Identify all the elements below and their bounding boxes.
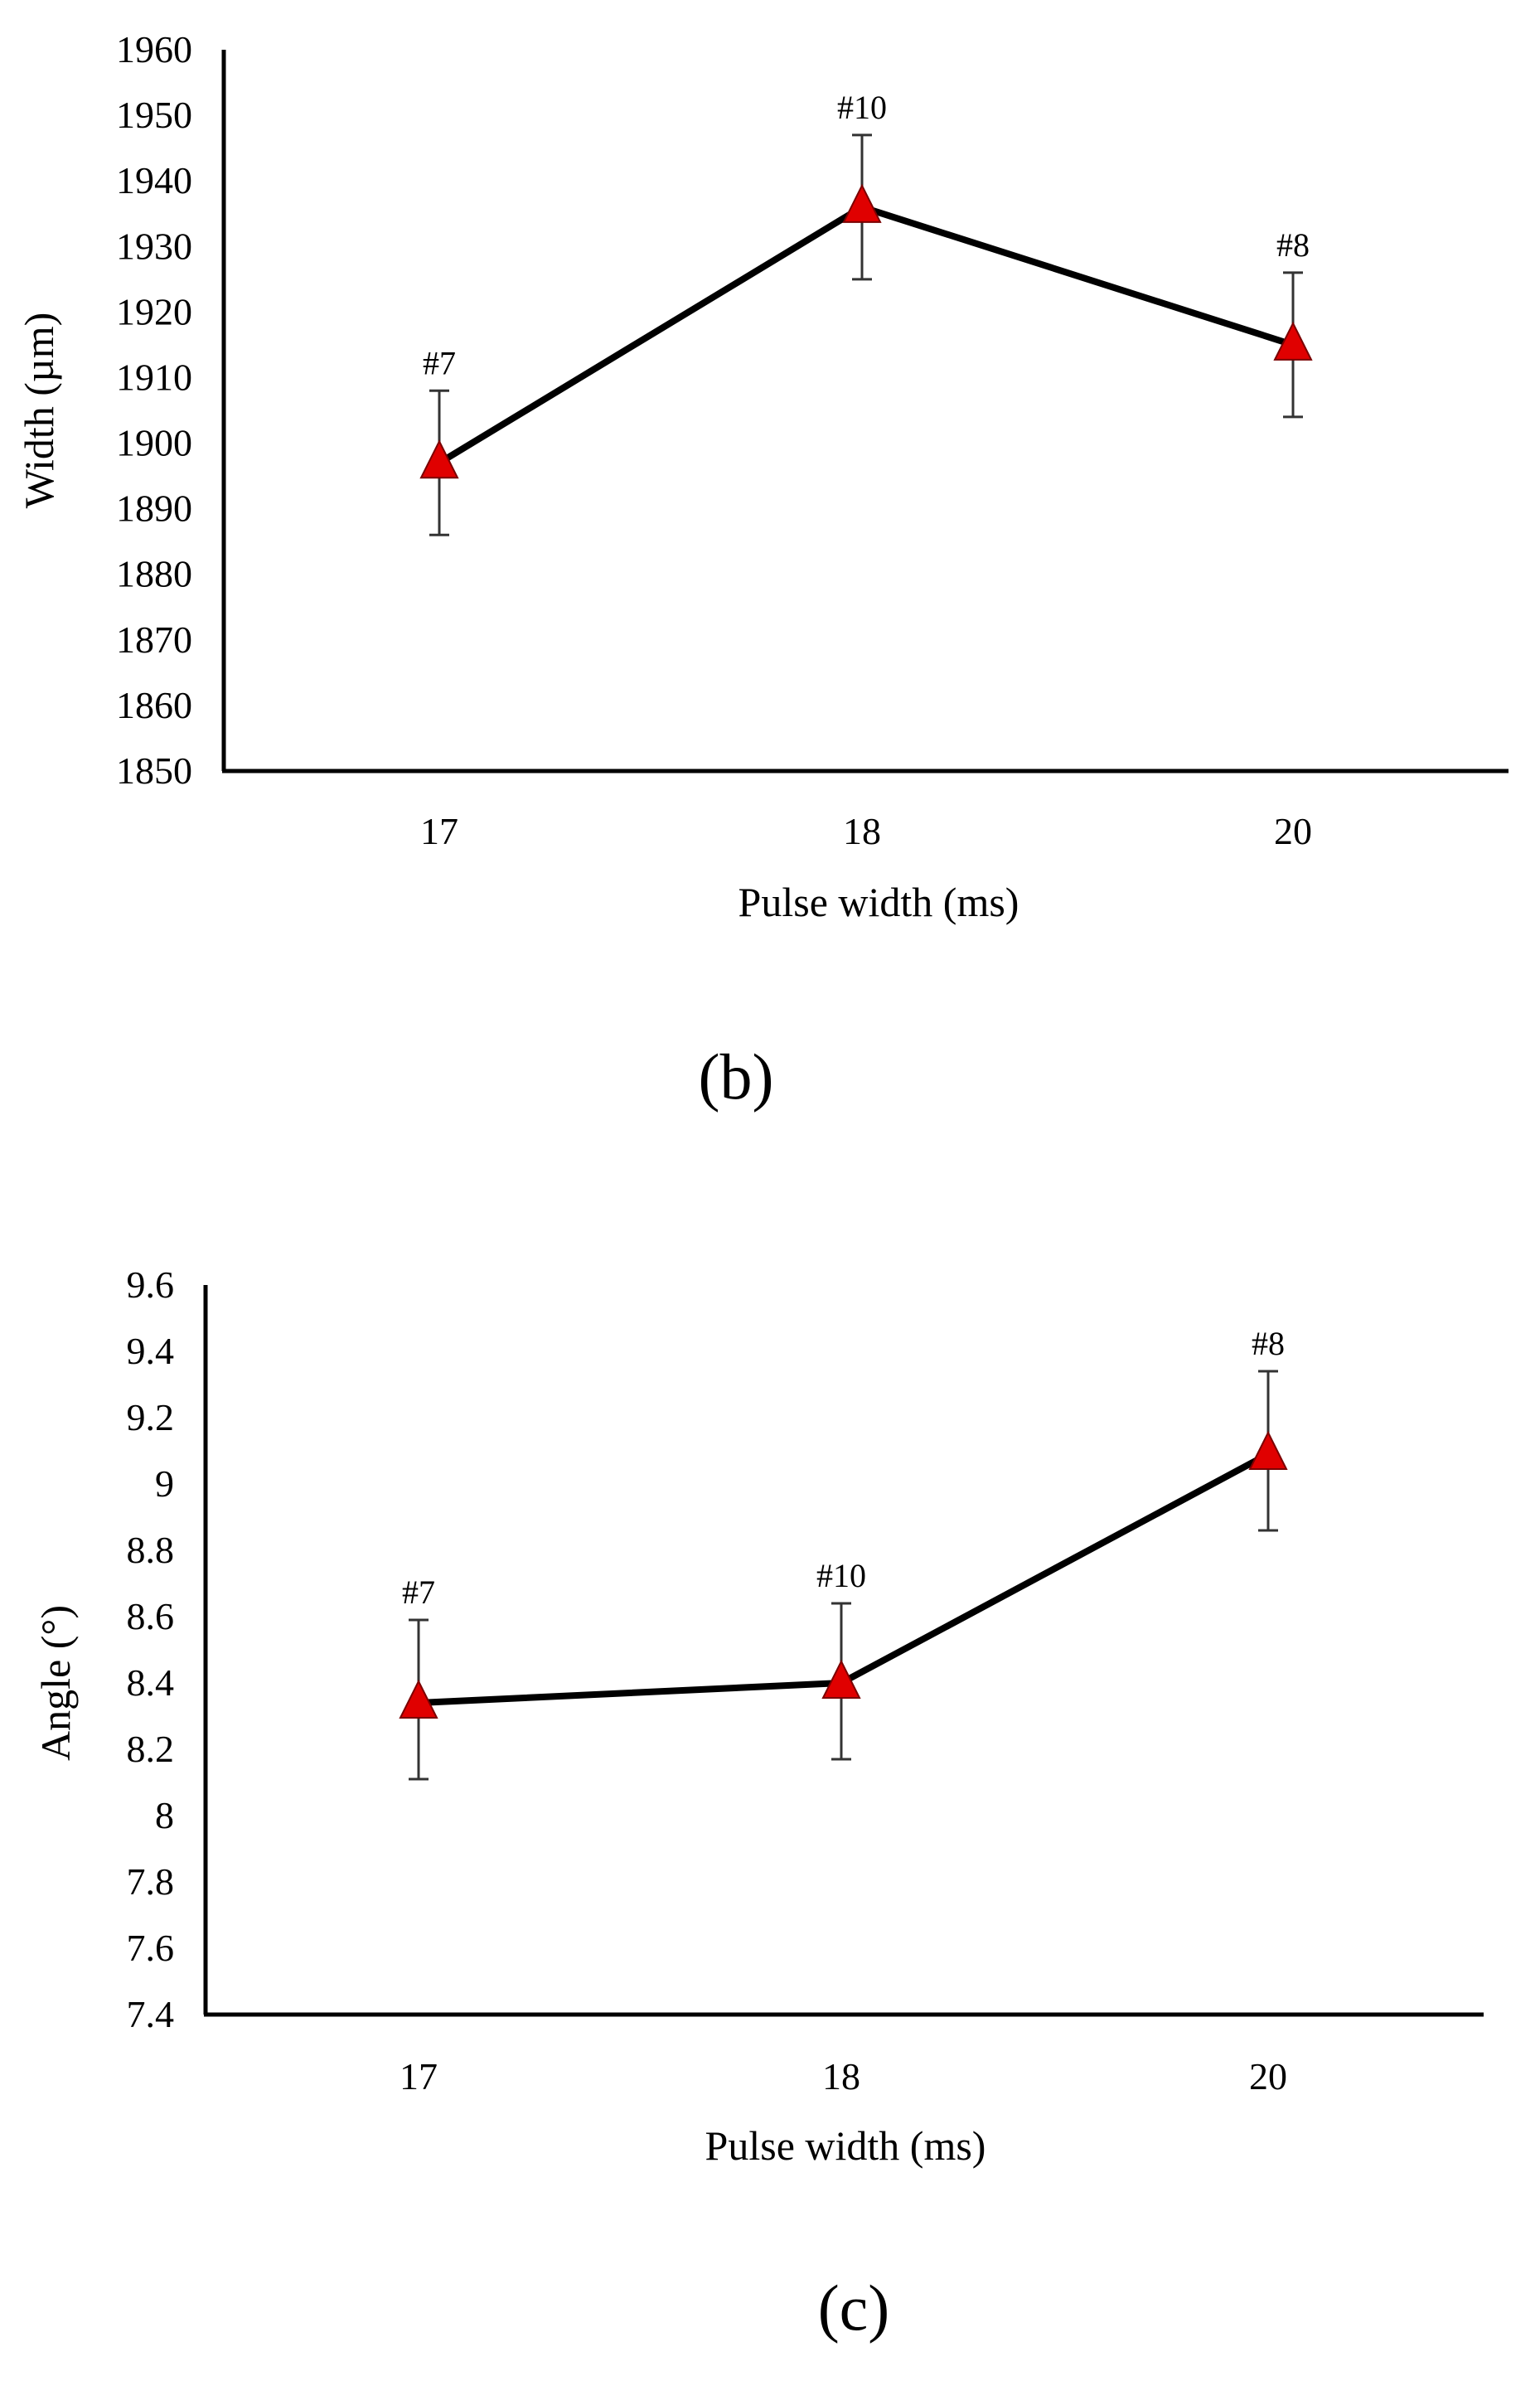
y-tick-label: 9 [155,1462,174,1505]
data-point-label: #7 [402,1574,435,1611]
y-tick-label: 1950 [116,94,192,136]
y-tick-label: 1850 [116,749,192,792]
y-tick-label: 8.2 [127,1728,175,1770]
y-tick-label: 1910 [116,356,192,398]
y-tick-label: 7.8 [127,1860,175,1903]
chart-c-point-labels: #7 #10 #8 [402,1325,1285,1611]
chart-b-y-tick-labels: 1850 1860 1870 1880 1890 1900 1910 1920 1930 1940… [116,28,192,792]
y-tick-label: 1960 [116,28,192,70]
y-tick-label: 1860 [116,684,192,726]
data-point-label: #10 [837,89,887,126]
data-point-label: #8 [1276,226,1310,264]
panel-label-b: (b) [699,1040,774,1113]
y-tick-label: 1930 [116,225,192,267]
y-tick-label: 9.2 [127,1396,175,1438]
chart-c-x-axis-title: Pulse width (ms) [705,2122,986,2169]
y-tick-label: 7.4 [127,1993,175,2035]
y-tick-label: 1890 [116,487,192,530]
chart-c-x-tick-labels: 17 18 20 [400,2055,1287,2097]
chart-b-x-tick-labels: 17 18 20 [420,810,1312,852]
data-point-label: #8 [1252,1325,1285,1362]
y-tick-label: 7.6 [127,1927,175,1969]
data-point-marker [1248,1430,1288,1470]
y-tick-label: 8.4 [127,1661,175,1704]
x-tick-label: 17 [400,2055,438,2097]
x-tick-label: 18 [822,2055,860,2097]
chart-c-y-axis-title: Angle (°) [32,1605,79,1761]
data-point-marker [821,1659,861,1699]
y-tick-label: 9.6 [127,1263,175,1306]
chart-b-point-labels: #7 #10 #8 [423,89,1310,381]
chart-b-series-line [437,203,1295,466]
y-tick-label: 8.6 [127,1595,175,1637]
y-tick-label: 9.4 [127,1330,175,1372]
chart-b-x-axis-title: Pulse width (ms) [739,879,1019,925]
chart-panel-c: 7.47.67.888.28.48.68.899.29.49.6 17 18 20 … [32,1263,1484,2344]
chart-c-markers [399,1430,1288,1719]
series-line [437,203,1295,466]
data-point-label: #10 [816,1557,866,1594]
data-point-marker [1273,321,1313,361]
x-tick-label: 20 [1274,810,1312,852]
x-tick-label: 18 [843,810,881,852]
y-tick-label: 1870 [116,618,192,661]
y-tick-label: 8 [155,1794,174,1836]
data-point-marker [842,183,882,223]
y-tick-label: 1880 [116,553,192,595]
data-point-marker [399,1679,438,1719]
chart-b-markers [419,183,1313,479]
y-tick-label: 1920 [116,290,192,332]
y-tick-label: 1940 [116,159,192,201]
panel-label-c: (c) [818,2272,890,2344]
x-tick-label: 17 [420,810,458,852]
chart-b-y-axis-title: Width (µm) [16,313,62,508]
data-point-marker [419,439,459,479]
data-point-label: #7 [423,344,456,381]
x-tick-label: 20 [1249,2055,1287,2097]
chart-panel-b: 1850 1860 1870 1880 1890 1900 1910 1920 1930 1940… [16,28,1509,1113]
y-tick-label: 8.8 [127,1529,175,1571]
chart-c-y-tick-labels: 7.4 7.6 7.8 8 8.2 8.4 8.6 8.8 9 9.2 9.4 9.6 [127,1263,175,2035]
y-tick-label: 1900 [116,422,192,464]
